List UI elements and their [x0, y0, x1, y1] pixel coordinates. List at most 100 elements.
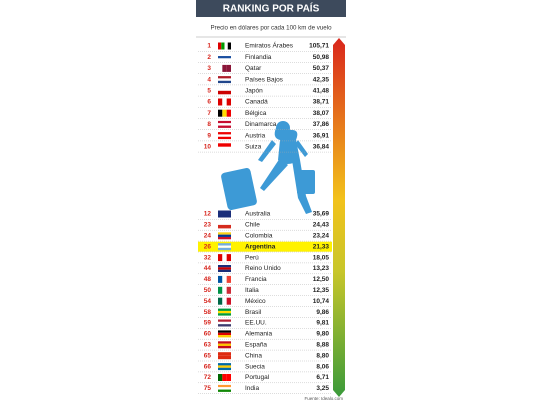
flag-stripe [218, 53, 231, 57]
country: Argentina [245, 243, 276, 250]
price: 13,23 [313, 265, 330, 272]
country: Australia [245, 211, 271, 218]
flag-stripe [218, 245, 231, 248]
flag-stripe [218, 221, 231, 225]
rank: 60 [204, 331, 212, 338]
source: Fuente: Idealo.com [304, 396, 343, 401]
country: Países Bajos [245, 76, 284, 83]
country: Canadá [245, 99, 268, 106]
flag-stripe [218, 123, 231, 126]
country: Emiratos Árabes [245, 41, 294, 50]
flag-stripe [218, 134, 231, 137]
rank: 50 [204, 287, 212, 294]
rank: 58 [204, 309, 212, 316]
flag-stripe [218, 341, 231, 344]
rank: 1 [207, 43, 211, 50]
rank: 4 [207, 76, 211, 83]
country: EE.UU. [245, 320, 267, 327]
flag-stripe [222, 286, 227, 294]
rank: 44 [204, 265, 212, 272]
flag-stripe [218, 324, 231, 327]
flag-stripe [218, 232, 231, 235]
flag-stripe [218, 275, 223, 283]
price: 18,05 [313, 254, 330, 261]
rank: 75 [204, 385, 212, 392]
country: China [245, 352, 262, 359]
flag-stripe [218, 78, 231, 81]
country: España [245, 342, 267, 349]
flag-stripe [226, 275, 231, 283]
flag-stripe [222, 109, 227, 117]
price: 36,91 [313, 132, 330, 139]
country: Japón [245, 88, 263, 95]
ranking-table: 1 Emiratos Árabes 105,71 2 Finlandia 50,98 3 Qa… [198, 41, 332, 394]
rank: 12 [204, 211, 212, 218]
flag-stripe [218, 146, 231, 151]
flag-stripe [218, 308, 231, 311]
flag-stripe [218, 343, 231, 346]
flag-stripe [218, 98, 223, 106]
flag-stripe [218, 109, 223, 117]
price: 21,33 [313, 243, 330, 250]
rank: 63 [204, 342, 212, 349]
flag-stripe [226, 98, 231, 106]
flag-stripe [226, 109, 231, 117]
flag-stripe [226, 286, 231, 294]
flag-stripe [218, 310, 231, 314]
country: Suecia [245, 363, 265, 370]
country: Francia [245, 276, 267, 283]
flag-stripe [218, 80, 231, 84]
flag-stripe [218, 267, 231, 270]
price: 9,86 [316, 309, 329, 316]
price: 38,07 [313, 110, 330, 117]
flag-stripe [218, 90, 231, 95]
flag-stripe [218, 87, 231, 91]
flag-stripe [222, 297, 227, 305]
flag-stripe [224, 42, 228, 50]
flag-stripe [218, 286, 223, 294]
price: 24,43 [313, 222, 330, 229]
country: Perú [245, 254, 259, 261]
rank: 26 [204, 243, 212, 250]
flag-stripe [218, 387, 231, 390]
flag-stripe [218, 365, 231, 368]
price: 3,25 [316, 385, 329, 392]
flag-stripe [218, 143, 231, 147]
rank: 66 [204, 363, 212, 370]
flag-stripe [218, 132, 231, 135]
country: Brasil [245, 309, 262, 316]
rank: 8 [207, 121, 211, 128]
flag-stripe [218, 236, 231, 240]
flag-stripe [222, 98, 227, 106]
rank: 59 [204, 320, 212, 327]
price: 23,24 [313, 233, 330, 240]
price: 8,88 [316, 342, 329, 349]
country: Colombia [245, 233, 273, 240]
price: 35,69 [313, 211, 330, 218]
price: 8,06 [316, 363, 329, 370]
flag-stripe [218, 120, 231, 124]
flag-stripe [218, 352, 231, 356]
price: 6,71 [316, 374, 329, 381]
flag-stripe [218, 136, 231, 140]
flag-stripe [222, 374, 227, 381]
price: 37,86 [313, 121, 330, 128]
flag-stripe [218, 355, 231, 360]
flag-stripe [218, 345, 231, 349]
country: Portugal [245, 374, 270, 381]
flag-stripe [218, 313, 231, 316]
country: Finlandia [245, 54, 272, 61]
flag-stripe [218, 42, 222, 50]
flag-stripe [218, 269, 231, 272]
flag-stripe [218, 330, 231, 333]
country: Reino Unido [245, 265, 281, 272]
rank: 24 [204, 233, 212, 240]
rank: 32 [204, 254, 212, 261]
price: 10,74 [313, 298, 330, 305]
heat-scale [333, 38, 345, 397]
flag-stripe [226, 297, 231, 305]
flag-stripe [218, 125, 231, 128]
traveler-illustration [221, 121, 315, 214]
flag-stripe [218, 319, 231, 322]
